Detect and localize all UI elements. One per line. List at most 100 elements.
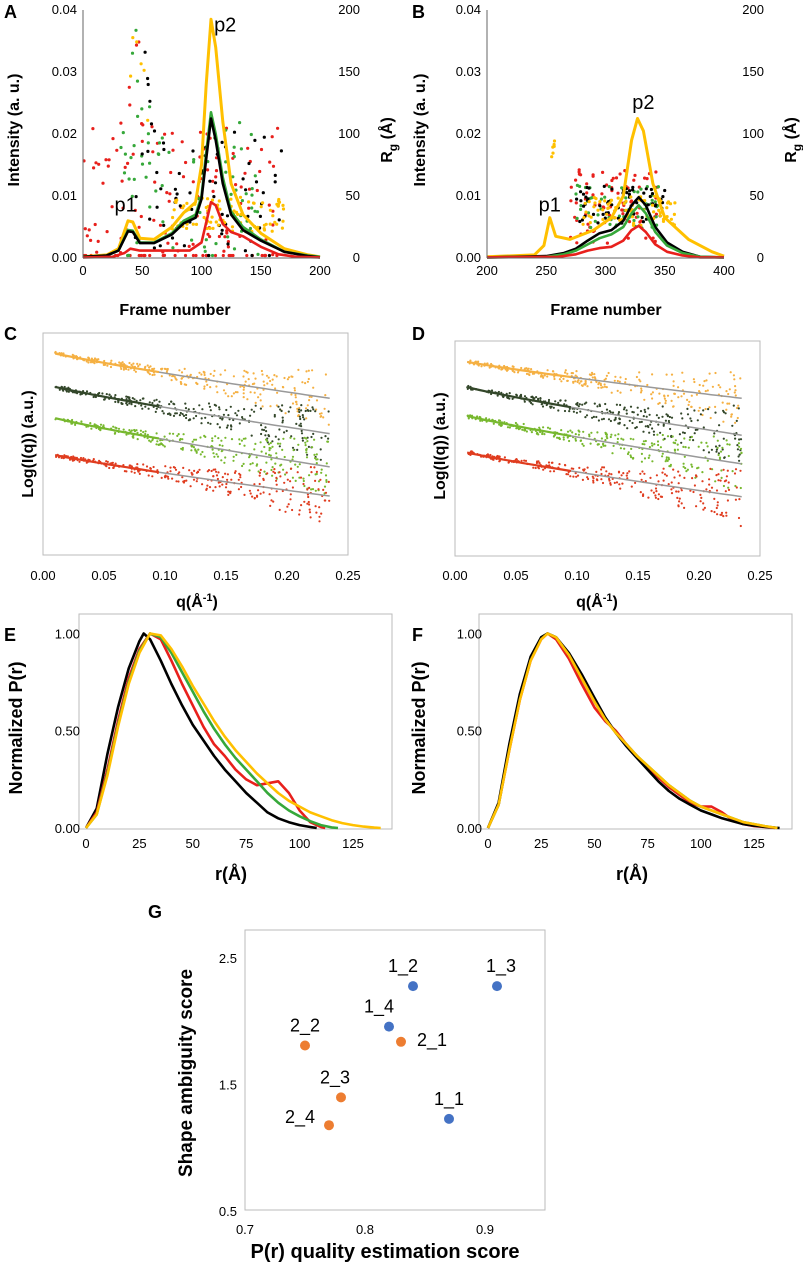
scatter-point-yellow	[717, 384, 720, 387]
scatter-point-green	[155, 443, 158, 446]
scatter-point-yellow	[185, 383, 188, 386]
scatter-point-green	[99, 423, 103, 426]
scatter-point-red	[715, 474, 718, 477]
scatter-point-red	[98, 459, 101, 462]
y-tick-label: 0.00	[456, 250, 481, 265]
scatter-point-red	[719, 513, 722, 516]
scatter-point-red	[720, 511, 724, 514]
scatter-point-yellow	[178, 369, 181, 372]
rg-point	[636, 215, 640, 219]
scatter-point-red	[565, 473, 568, 476]
scatter-point-red	[647, 496, 650, 499]
rg-point	[639, 187, 643, 191]
rg-point	[204, 253, 208, 258]
scatter-point-red	[272, 500, 275, 503]
rg-point	[206, 168, 210, 172]
scatter-point-green	[217, 437, 220, 440]
intensity-series-green	[486, 204, 725, 259]
scatter-point-dark-green	[609, 419, 613, 423]
rg-point	[194, 222, 199, 226]
scatter-point-red	[191, 473, 194, 476]
scatter-point-green	[172, 432, 175, 435]
scatter-point-yellow	[663, 397, 667, 400]
scatter-point-red	[307, 500, 310, 504]
rg-point	[183, 253, 188, 258]
rg-point	[128, 103, 132, 107]
y-tick-label: 0.04	[52, 2, 77, 17]
scatter-point-yellow	[297, 368, 300, 371]
x-tick-label: 25	[534, 836, 548, 851]
scatter-point-yellow	[505, 369, 509, 372]
scatter-point-red	[678, 474, 681, 477]
scatter-point-green	[574, 437, 577, 440]
scatter-point-green	[133, 428, 136, 432]
rg-point	[650, 198, 654, 202]
scatter-point-green	[610, 433, 613, 436]
rg-point	[239, 147, 243, 151]
scatter-point-red	[701, 480, 704, 483]
scatter-point-green	[697, 445, 700, 448]
y2-unit-a: (Å)	[377, 117, 396, 144]
x-tick-label: 125	[342, 836, 364, 851]
scatter-point-red	[206, 484, 209, 487]
rg-point	[111, 137, 115, 141]
rg-point	[255, 188, 259, 193]
rg-point	[158, 223, 163, 227]
scatter-point-green	[304, 441, 307, 444]
scatter-point-red	[233, 471, 237, 474]
scatter-point-green	[102, 424, 105, 427]
rg-point	[247, 206, 251, 210]
scatter-point-red	[492, 458, 495, 461]
scatter-point-green	[650, 442, 654, 445]
scatter-point-green	[199, 453, 202, 456]
scatter-point-red	[592, 477, 595, 480]
rg-point	[593, 201, 597, 205]
rg-point	[229, 192, 233, 196]
scatter-point-yellow	[594, 377, 597, 380]
scatter-point-green	[315, 453, 318, 456]
scatter-point-yellow	[708, 406, 711, 409]
rg-point	[123, 152, 127, 156]
scatter-point-dark-green	[271, 440, 274, 443]
scatter-point-red	[174, 468, 178, 471]
scatter-point-red	[673, 476, 676, 479]
scatter-point-dark-green	[128, 402, 131, 405]
scatter-point-green	[627, 451, 630, 454]
scatter-point-red	[691, 477, 694, 480]
scatter-point-yellow	[698, 390, 701, 393]
scatter-point-green	[182, 433, 185, 436]
rg-point	[202, 245, 207, 249]
scatter-point-green	[211, 437, 214, 440]
scatter-point-red	[156, 469, 159, 472]
scatter-point-dark-green	[613, 419, 616, 422]
rg-point	[661, 195, 665, 199]
rg-point	[123, 165, 127, 169]
scatter-point-red	[615, 481, 619, 484]
scatter-point-red	[737, 516, 741, 520]
scatter-point-dark-green	[619, 403, 622, 407]
scatter-point-red	[677, 505, 680, 508]
x-tick-label: 50	[587, 836, 601, 851]
scatter-point-yellow	[166, 367, 169, 371]
scatter-point-red	[600, 472, 603, 476]
scatter-point-red	[734, 498, 738, 501]
scatter-point-dark-green	[178, 414, 181, 417]
scatter-point-yellow	[719, 386, 722, 389]
scatter-point-red	[644, 480, 647, 483]
rg-point	[253, 174, 257, 178]
scatter-point-red	[285, 471, 288, 474]
scatter-point-green	[674, 439, 677, 442]
scatter-point-yellow	[271, 378, 274, 381]
rg-point	[587, 200, 591, 204]
scatter-point-yellow	[663, 395, 666, 398]
scatter-point-dark-green	[657, 416, 660, 419]
scatter-point-dark-green	[702, 409, 705, 412]
rg-point	[658, 214, 663, 218]
scatter-point-red	[226, 473, 229, 476]
scatter-point-red	[306, 493, 309, 496]
scatter-point-dark-green	[230, 428, 233, 431]
scatter-point-dark-green	[327, 437, 330, 440]
scatter-point-yellow	[584, 379, 587, 382]
rg-point	[614, 176, 619, 180]
rg-point	[96, 239, 100, 243]
